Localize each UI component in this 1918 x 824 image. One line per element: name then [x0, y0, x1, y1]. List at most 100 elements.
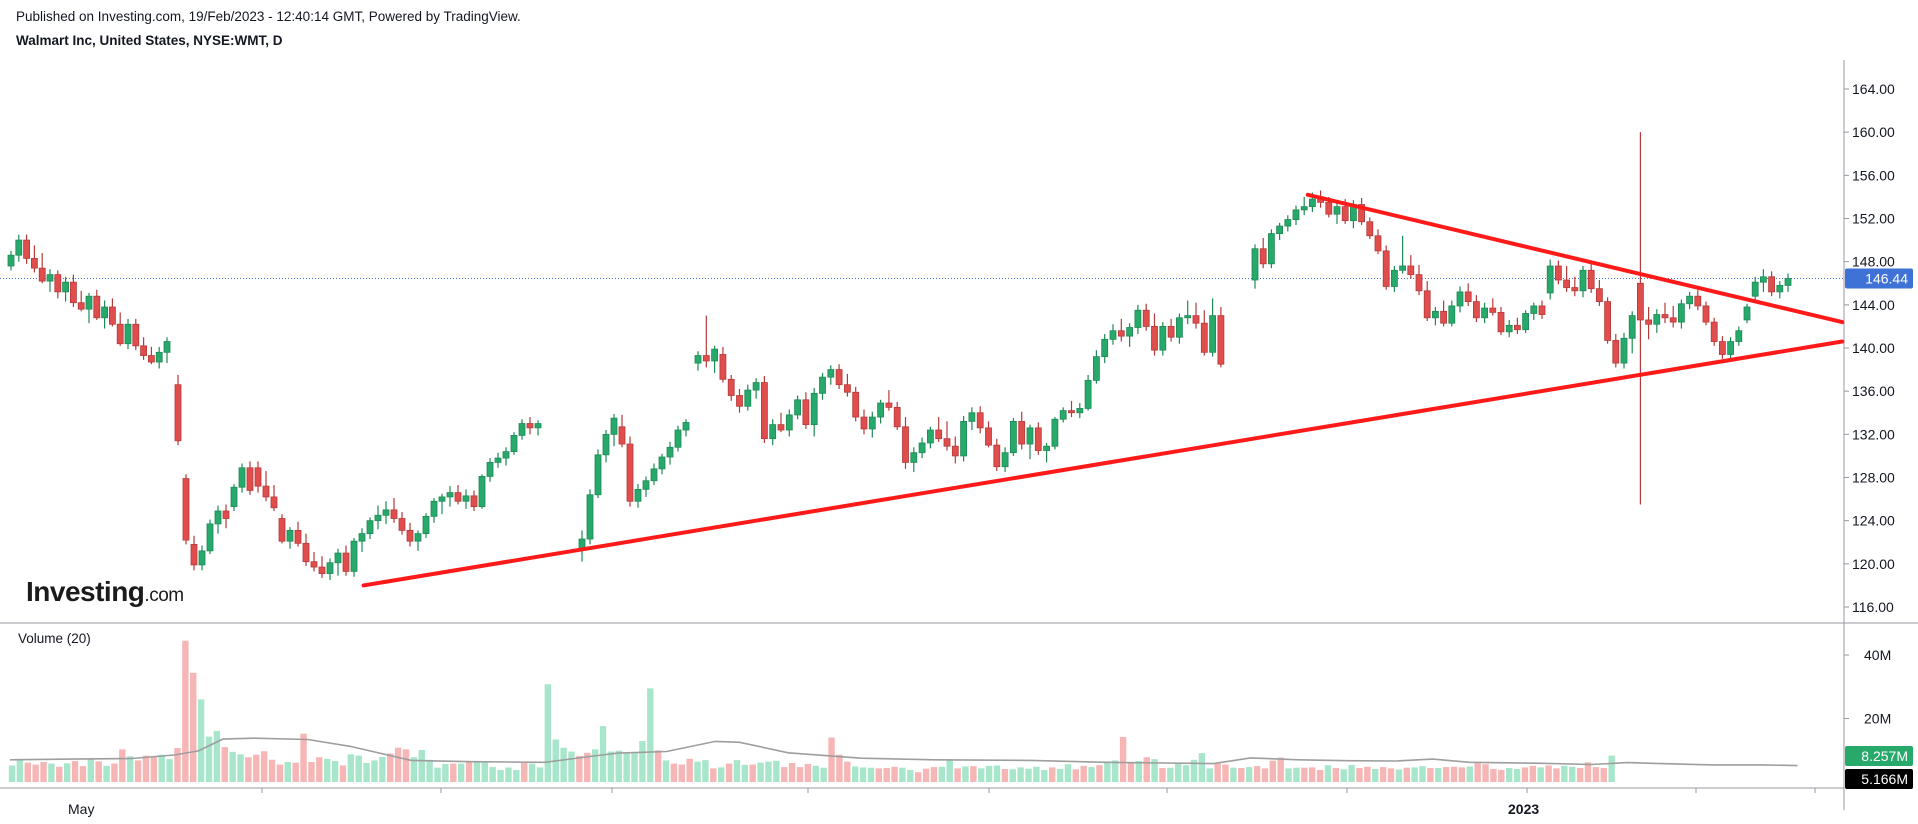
volume-bar-101	[804, 763, 812, 782]
volume-bar-144	[1143, 757, 1150, 782]
candle-107	[910, 447, 918, 473]
volume-bar-13	[111, 763, 118, 782]
candle-110	[935, 417, 943, 442]
volume-bar-74	[591, 749, 599, 782]
candle-137	[1159, 322, 1167, 356]
candle-100	[852, 386, 860, 422]
candle-17	[140, 337, 148, 360]
volume-bar-25	[205, 736, 213, 782]
candle-210	[1784, 273, 1792, 292]
candle-64	[518, 419, 526, 440]
volume-bar-202	[1600, 768, 1607, 782]
volume-bar-106	[844, 761, 851, 782]
candle-10	[85, 292, 93, 324]
candle-108	[918, 437, 926, 459]
volume-bar-92	[733, 760, 741, 782]
candle-193	[1645, 306, 1652, 340]
candle-168	[1440, 300, 1447, 327]
volume-bar-50	[402, 749, 410, 782]
candle-103	[877, 399, 884, 424]
volume-bar-199	[1576, 768, 1584, 782]
price-tick-label-0: 116.00	[1852, 599, 1894, 615]
candle-79	[674, 425, 682, 452]
trendline-0	[361, 339, 1845, 588]
volume-bar-67	[536, 767, 544, 782]
volume-bar-124	[985, 765, 993, 782]
volume-bar-197	[1561, 765, 1568, 782]
candle-132	[1117, 318, 1125, 342]
candle-3	[30, 245, 38, 273]
volume-bar-2	[24, 762, 31, 782]
last-price-badge: 146.44	[1865, 271, 1908, 287]
candle-57	[462, 489, 470, 509]
candle-104	[885, 390, 893, 411]
candle-121	[1026, 424, 1034, 460]
volume-bar-139	[1104, 761, 1111, 782]
candle-197	[1678, 299, 1685, 329]
volume-bar-65	[521, 762, 528, 782]
volume-bar-9	[79, 766, 87, 782]
volume-bar-201	[1592, 767, 1600, 782]
candle-4	[38, 253, 46, 284]
volume-bar-110	[875, 768, 882, 782]
candle-37	[302, 533, 310, 566]
investing-logo: Investing.com	[26, 576, 184, 607]
candle-24	[198, 545, 206, 571]
volume-bar-167	[1324, 765, 1332, 782]
volume-bar-174	[1379, 767, 1387, 782]
volume-bar-183	[1450, 766, 1458, 782]
volume-bar-171	[1356, 768, 1363, 782]
volume-bar-195	[1545, 765, 1552, 782]
volume-bar-41	[331, 761, 339, 782]
candle-15	[124, 318, 132, 350]
volume-bar-128	[1017, 767, 1024, 782]
volume-bar-29	[237, 754, 244, 782]
candle-162	[1391, 265, 1398, 292]
volume-bar-200	[1584, 762, 1592, 782]
candle-163	[1399, 235, 1406, 274]
volume-bar-165	[1309, 767, 1316, 782]
candle-5	[46, 269, 54, 292]
volume-bar-28	[229, 751, 236, 782]
volume-bar-131	[1041, 769, 1048, 782]
volume-bar-91	[725, 763, 733, 782]
candle-145	[1251, 244, 1259, 289]
volume-axis: 20M 40M	[1844, 647, 1891, 727]
candle-42	[342, 545, 350, 576]
candle-70	[602, 430, 610, 463]
volume-bar-87	[694, 761, 701, 782]
candle-87	[744, 384, 752, 411]
volume-bar-70	[560, 747, 567, 782]
svg-text:Investing.com: Investing.com	[26, 576, 184, 607]
volume-bar-60	[481, 761, 488, 782]
volume-bar-153	[1214, 763, 1221, 782]
candle-198	[1686, 291, 1693, 310]
candle-124	[1051, 417, 1059, 450]
volume-bar-133	[1056, 768, 1064, 782]
candle-61	[494, 452, 502, 468]
candle-204	[1735, 326, 1743, 346]
price-tick-label-1: 120.00	[1852, 556, 1895, 572]
volume-bar-127	[1009, 769, 1016, 782]
candle-169	[1448, 300, 1456, 327]
price-tick-label-2: 124.00	[1852, 513, 1895, 529]
logo-suffix: .com	[144, 585, 183, 606]
volume-bar-88	[702, 760, 709, 782]
candle-133	[1126, 323, 1133, 347]
candle-119	[1010, 418, 1017, 456]
candle-195	[1661, 302, 1669, 324]
volume-bar-179	[1419, 766, 1426, 782]
volume-bar-44	[355, 755, 362, 782]
candle-130	[1101, 333, 1109, 364]
volume-bar-108	[859, 767, 867, 782]
candle-66	[534, 420, 542, 436]
volume-avg-badge-bg	[1845, 769, 1913, 789]
volume-bar-178	[1411, 767, 1418, 782]
volume-bar-55	[442, 763, 449, 782]
volume-bar-151	[1198, 753, 1206, 782]
volume-bar-184	[1458, 767, 1466, 782]
volume-bar-99	[788, 762, 796, 782]
candle-166	[1423, 281, 1431, 322]
candle-117	[993, 438, 1001, 472]
